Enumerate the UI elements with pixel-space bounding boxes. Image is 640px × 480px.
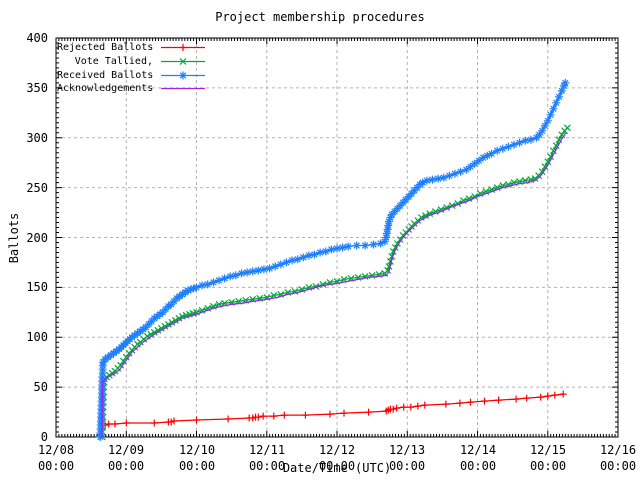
x-tick-date: 12/15 bbox=[529, 443, 567, 457]
legend-label: Received Ballots bbox=[57, 69, 154, 81]
x-axis-label: Date/Time (UTC) bbox=[282, 461, 392, 475]
legend-sample-line bbox=[161, 71, 205, 80]
y-tick-label: 200 bbox=[26, 231, 48, 245]
x-tick-date: 12/09 bbox=[107, 443, 145, 457]
x-tick-date: 12/10 bbox=[178, 443, 216, 457]
y-tick-label: 250 bbox=[26, 181, 48, 195]
y-tick-label: 400 bbox=[26, 31, 48, 45]
y-tick-label: 50 bbox=[33, 380, 48, 394]
x-tick-time: 00:00 bbox=[37, 459, 75, 473]
y-tick-label: 350 bbox=[26, 81, 48, 95]
legend-label: Acknowledgements bbox=[57, 83, 154, 95]
x-tick-time: 00:00 bbox=[459, 459, 497, 473]
legend-label: Vote Tallied, bbox=[74, 56, 153, 68]
legend-item-vote-tallied: Vote Tallied, bbox=[57, 55, 207, 69]
x-tick-time: 00:00 bbox=[248, 459, 286, 473]
x-tick-time: 00:00 bbox=[178, 459, 216, 473]
series-received-ballots bbox=[96, 78, 570, 441]
legend-sample-line bbox=[161, 44, 205, 52]
legend-sample-line bbox=[161, 88, 205, 90]
y-tick-label: 100 bbox=[26, 330, 48, 344]
legend: Rejected Ballots Vote Tallied, Received Ba… bbox=[57, 41, 207, 96]
x-tick-date: 12/08 bbox=[37, 443, 75, 457]
y-tick-label: 300 bbox=[26, 131, 48, 145]
x-tick-date: 12/14 bbox=[459, 443, 497, 457]
legend-item-acknowledgements: Acknowledgements bbox=[57, 82, 207, 96]
gridlines bbox=[56, 38, 618, 437]
x-tick-time: 00:00 bbox=[599, 459, 637, 473]
minor-ticks bbox=[56, 38, 618, 437]
x-tick-time: 00:00 bbox=[529, 459, 567, 473]
y-tick-label: 0 bbox=[40, 430, 48, 444]
x-tick-date: 12/12 bbox=[318, 443, 356, 457]
x-tick-date: 12/11 bbox=[248, 443, 286, 457]
legend-item-received-ballots: Received Ballots bbox=[57, 68, 207, 82]
series-acknowledgements bbox=[101, 132, 567, 438]
x-tick-time: 00:00 bbox=[388, 459, 426, 473]
legend-item-rejected-ballots: Rejected Ballots bbox=[57, 41, 207, 55]
chart-title: Project membership procedures bbox=[215, 10, 425, 24]
series-vote-tallied bbox=[98, 124, 571, 441]
legend-label: Rejected Ballots bbox=[57, 42, 154, 54]
legend-sample-line bbox=[161, 58, 205, 65]
major-ticks bbox=[56, 38, 618, 437]
x-tick-time: 00:00 bbox=[318, 459, 356, 473]
x-tick-time: 00:00 bbox=[107, 459, 145, 473]
y-tick-label: 150 bbox=[26, 280, 48, 294]
series-rejected-ballots bbox=[101, 390, 567, 429]
x-tick-date: 12/13 bbox=[388, 443, 426, 457]
x-tick-date: 12/16 bbox=[599, 443, 637, 457]
